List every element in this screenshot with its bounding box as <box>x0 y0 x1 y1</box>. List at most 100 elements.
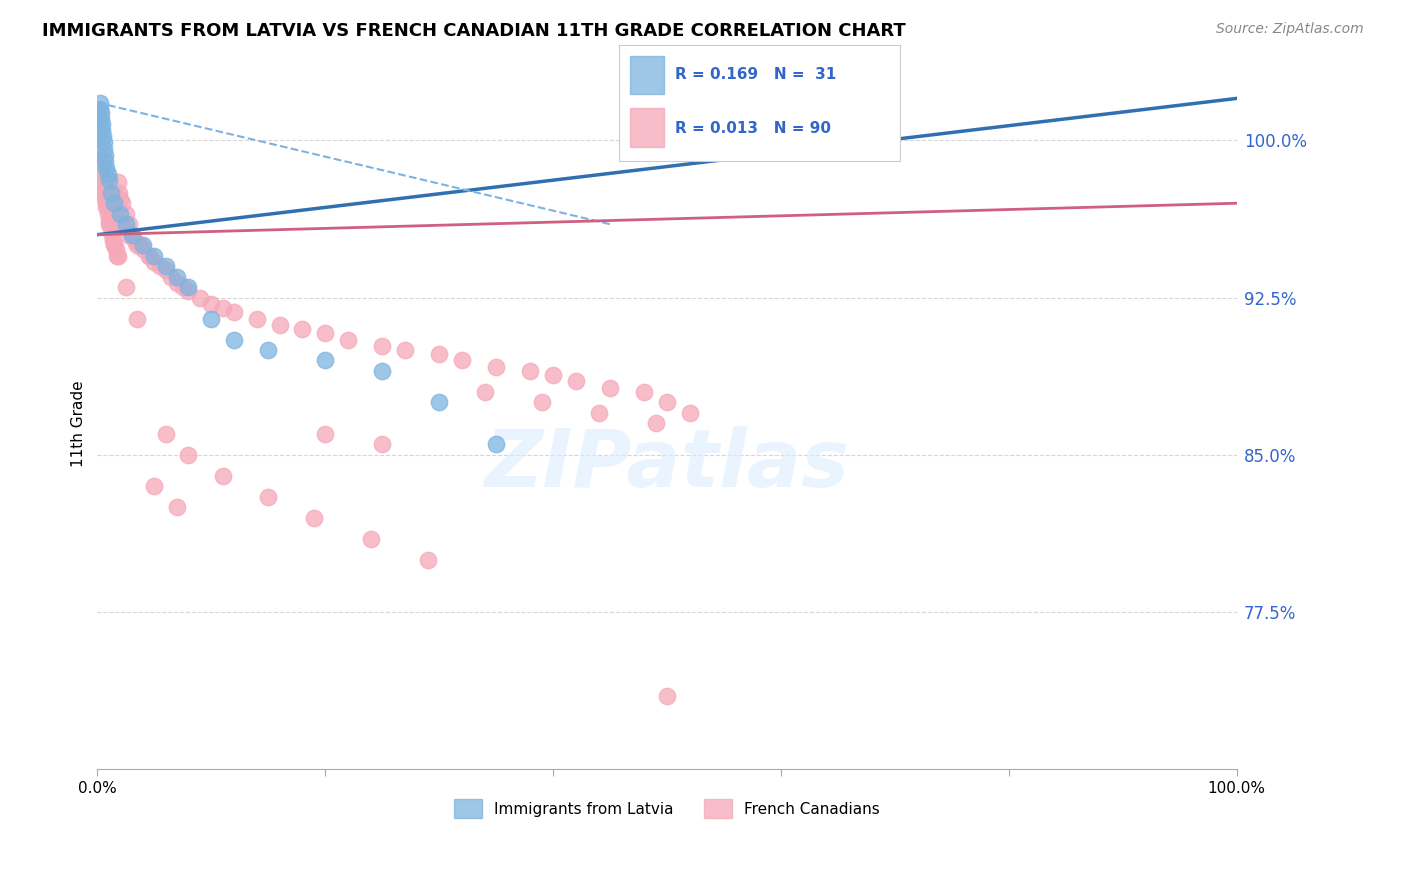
Point <box>91 171 114 186</box>
Point <box>103 238 125 252</box>
Point <box>105 249 128 263</box>
Point <box>138 249 160 263</box>
Text: ZIPatlas: ZIPatlas <box>485 425 849 504</box>
Point <box>100 186 122 200</box>
Point <box>103 196 125 211</box>
Point <box>90 169 112 183</box>
Point <box>108 207 131 221</box>
Point <box>93 181 115 195</box>
Point <box>655 395 678 409</box>
Point <box>371 437 394 451</box>
Point <box>111 196 134 211</box>
Point <box>114 280 136 294</box>
Point <box>94 148 117 162</box>
Y-axis label: 11th Grade: 11th Grade <box>72 380 86 467</box>
Point <box>588 406 610 420</box>
Point <box>97 217 120 231</box>
Point <box>94 154 117 169</box>
Point <box>94 196 117 211</box>
Text: IMMIGRANTS FROM LATVIA VS FRENCH CANADIAN 11TH GRADE CORRELATION CHART: IMMIGRANTS FROM LATVIA VS FRENCH CANADIA… <box>42 22 905 40</box>
Point <box>149 259 172 273</box>
Point <box>394 343 416 357</box>
Point <box>222 305 245 319</box>
Point <box>485 359 508 374</box>
Text: Source: ZipAtlas.com: Source: ZipAtlas.com <box>1216 22 1364 37</box>
Point <box>416 552 439 566</box>
Point <box>127 238 149 252</box>
Point <box>360 532 382 546</box>
Point <box>177 280 200 294</box>
Point <box>427 395 450 409</box>
Point <box>166 276 188 290</box>
Point <box>90 106 112 120</box>
Point <box>107 249 129 263</box>
Point <box>132 243 155 257</box>
Point <box>166 500 188 515</box>
Point <box>655 689 678 703</box>
Point <box>94 186 117 200</box>
Point <box>96 187 118 202</box>
Point <box>93 175 115 189</box>
Point <box>371 339 394 353</box>
Point <box>98 217 121 231</box>
Point <box>89 154 111 169</box>
Point <box>519 364 541 378</box>
Point <box>451 353 474 368</box>
Point <box>100 201 122 215</box>
Text: R = 0.013   N = 90: R = 0.013 N = 90 <box>675 120 831 136</box>
Point <box>117 227 139 242</box>
Point <box>91 175 114 189</box>
Point <box>107 175 129 189</box>
Point <box>94 192 117 206</box>
Point <box>91 123 114 137</box>
Point <box>104 243 127 257</box>
Point <box>541 368 564 383</box>
Point <box>121 227 143 242</box>
Point <box>97 167 120 181</box>
Point <box>132 238 155 252</box>
Legend: Immigrants from Latvia, French Canadians: Immigrants from Latvia, French Canadians <box>449 793 886 824</box>
Point <box>314 326 336 341</box>
Point <box>200 311 222 326</box>
Point <box>114 217 136 231</box>
Point <box>530 395 553 409</box>
Point <box>188 291 211 305</box>
Text: R = 0.169   N =  31: R = 0.169 N = 31 <box>675 67 837 82</box>
Point <box>257 490 280 504</box>
Point <box>160 269 183 284</box>
Point <box>91 129 114 144</box>
Point <box>128 238 150 252</box>
Point <box>599 381 621 395</box>
Point <box>679 406 702 420</box>
Point <box>211 301 233 315</box>
Point <box>118 217 141 231</box>
Point <box>633 384 655 399</box>
Point <box>90 112 112 127</box>
Point <box>269 318 291 332</box>
Point <box>314 426 336 441</box>
Point <box>143 255 166 269</box>
Point <box>98 194 121 208</box>
Point <box>100 221 122 235</box>
Point <box>90 165 112 179</box>
Point <box>121 227 143 242</box>
Point <box>90 117 112 131</box>
Point <box>91 186 114 200</box>
Point <box>177 285 200 299</box>
Point <box>155 263 177 277</box>
Point <box>427 347 450 361</box>
Point <box>96 201 118 215</box>
Point <box>89 102 111 116</box>
Point <box>371 364 394 378</box>
Point <box>222 333 245 347</box>
Bar <box>630 109 664 146</box>
Point <box>138 249 160 263</box>
Point <box>172 280 194 294</box>
Point <box>104 207 127 221</box>
Point <box>314 353 336 368</box>
Point <box>110 217 132 231</box>
Point <box>291 322 314 336</box>
Point <box>101 227 124 242</box>
Point <box>108 186 131 200</box>
Point <box>114 207 136 221</box>
